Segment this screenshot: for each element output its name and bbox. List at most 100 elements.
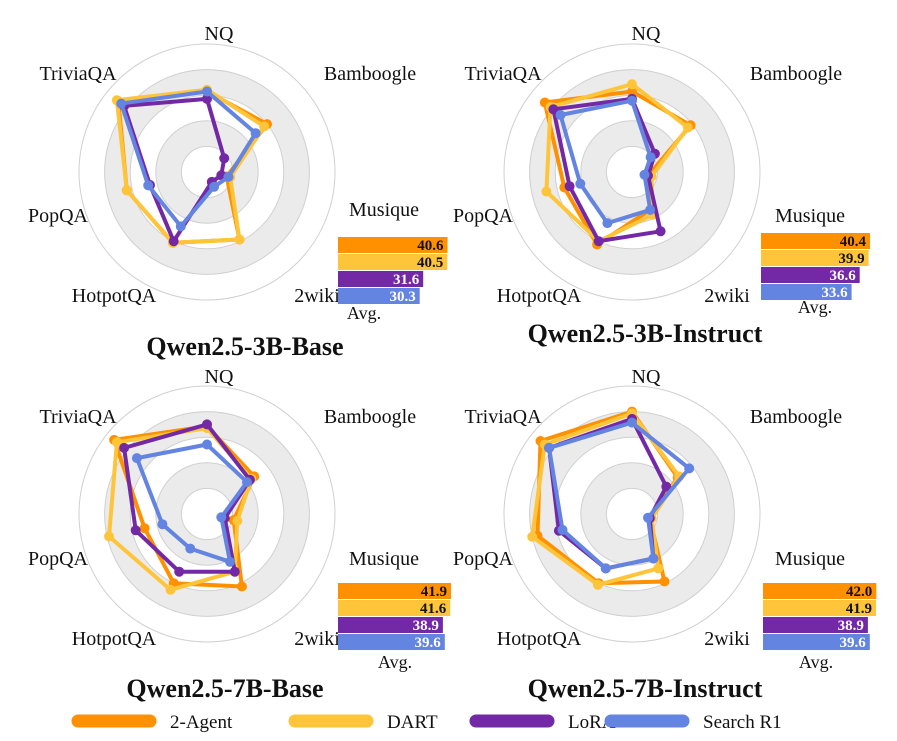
data-point-lora-hotpotqa: [593, 236, 604, 247]
data-point-2-agent-popqa: [139, 523, 150, 534]
data-point-search-r1-hotpotqa: [602, 218, 613, 229]
data-point-dart-popqa: [541, 186, 552, 197]
data-point-dart-hotpotqa: [165, 584, 176, 595]
avg-value-2-agent: 40.6: [417, 238, 444, 254]
panel-title: Qwen2.5-7B-Instruct: [528, 674, 763, 703]
data-point-lora-popqa: [130, 525, 141, 536]
data-point-search-r1-popqa: [575, 178, 586, 189]
data-point-search-r1-nq: [202, 86, 212, 97]
axis-label-triviaqa: TriviaQA: [39, 406, 117, 428]
axis-label-2wiki: 2wiki: [294, 285, 340, 307]
axis-label-musique: Musique: [349, 548, 419, 570]
radar-panel-qwen2-5-3b-base: NQ Bamboogle Musique 2wiki HotpotQA PopQA Triv…: [28, 23, 448, 361]
data-point-search-r1-bamboogle: [684, 463, 695, 474]
data-point-dart-popqa: [527, 531, 538, 542]
avg-value-dart: 41.6: [420, 601, 447, 617]
data-point-search-r1-triviaqa: [544, 442, 555, 453]
axis-label-triviaqa: TriviaQA: [39, 63, 117, 85]
data-point-search-r1-2wiki: [645, 204, 656, 215]
data-point-dart-musique: [232, 515, 243, 526]
data-point-lora-triviaqa: [548, 104, 559, 115]
avg-bar-lora: [763, 617, 868, 633]
avg-bar-lora: [338, 271, 424, 287]
data-point-search-r1-nq: [627, 417, 637, 428]
data-point-lora-nq: [202, 419, 212, 430]
avg-bar-search-r1: [763, 634, 870, 650]
data-point-search-r1-popqa: [157, 519, 168, 530]
avg-value-search-r1: 39.6: [840, 635, 867, 651]
data-point-dart-hotpotqa: [592, 579, 603, 590]
data-point-search-r1-hotpotqa: [600, 563, 611, 574]
series-line-search-r1: [119, 89, 258, 229]
grid-ring: [180, 487, 234, 541]
axis-label-nq: NQ: [205, 366, 234, 388]
data-point-lora-2wiki: [655, 226, 666, 237]
data-point-search-r1-triviaqa: [116, 98, 127, 109]
axis-label-hotpotqa: HotpotQA: [72, 285, 157, 307]
grid-ring: [605, 487, 659, 541]
avg-bar-2-agent: [338, 237, 448, 253]
data-point-search-r1-2wiki: [648, 553, 659, 564]
axis-label-2wiki: 2wiki: [704, 628, 750, 650]
avg-value-2-agent: 41.9: [421, 584, 447, 600]
avg-value-lora: 38.9: [838, 618, 864, 634]
data-point-dart-2wiki: [653, 563, 664, 574]
axis-label-popqa: PopQA: [28, 205, 89, 227]
data-point-lora-nq: [202, 93, 212, 104]
data-point-dart-bamboogle: [259, 121, 270, 132]
radar-panel-qwen2-5-7b-instruct: NQ Bamboogle Musique 2wiki HotpotQA PopQA Triv…: [453, 366, 877, 703]
avg-bar-2-agent: [763, 583, 877, 599]
axis-label-nq: NQ: [205, 23, 234, 45]
avg-bar-dart: [763, 600, 876, 616]
data-point-lora-hotpotqa: [168, 236, 179, 247]
data-point-search-r1-popqa: [143, 180, 154, 191]
radar-panel-qwen2-5-3b-instruct: NQ Bamboogle Musique 2wiki HotpotQA PopQA Triv…: [453, 23, 870, 348]
axis-label-hotpotqa: HotpotQA: [497, 285, 582, 307]
series-line-search-r1: [134, 442, 249, 564]
avg-bar-2-agent: [338, 583, 451, 599]
panel-title: Qwen2.5-3B-Instruct: [528, 319, 763, 348]
axis-label-hotpotqa: HotpotQA: [497, 628, 582, 650]
axis-label-bamboogle: Bamboogle: [750, 63, 842, 85]
avg-value-search-r1: 39.6: [415, 635, 442, 651]
data-point-dart-2wiki: [234, 234, 245, 245]
axis-label-musique: Musique: [775, 205, 845, 227]
data-point-lora-popqa: [564, 181, 575, 192]
radar-panel-qwen2-5-7b-base: NQ Bamboogle Musique 2wiki HotpotQA PopQA Triv…: [28, 366, 451, 703]
avg-bar-lora: [338, 617, 443, 633]
avg-value-2-agent: 40.4: [840, 234, 867, 250]
avg-label: Avg.: [378, 652, 412, 672]
legend-label-search-r1: Search R1: [703, 712, 782, 733]
axis-label-bamboogle: Bamboogle: [750, 406, 842, 428]
data-point-search-r1-triviaqa: [131, 453, 142, 464]
data-point-dart-nq: [627, 79, 637, 90]
avg-bar-dart: [338, 254, 448, 270]
axis-label-popqa: PopQA: [453, 205, 514, 227]
avg-value-dart: 40.5: [417, 255, 443, 271]
avg-bar-search-r1: [338, 634, 445, 650]
avg-value-lora: 36.6: [829, 268, 856, 284]
avg-bar-2-agent: [761, 233, 870, 249]
avg-value-lora: 38.9: [413, 618, 439, 634]
data-point-2-agent-nq: [627, 86, 637, 97]
data-point-lora-bamboogle: [661, 481, 672, 492]
legend-label-lora: LoRA: [568, 712, 616, 733]
data-point-search-r1-musique: [223, 171, 234, 182]
data-point-dart-bamboogle: [682, 122, 693, 133]
data-point-search-r1-2wiki: [225, 556, 235, 567]
axis-label-hotpotqa: HotpotQA: [72, 628, 157, 650]
data-point-search-r1-musique: [639, 169, 650, 180]
avg-value-dart: 41.9: [846, 601, 872, 617]
avg-bar-search-r1: [338, 288, 420, 304]
legend-label-2-agent: 2-Agent: [170, 712, 233, 733]
data-point-search-r1-nq: [627, 95, 637, 106]
data-point-2-agent-2wiki: [236, 581, 247, 592]
data-point-search-r1-musique: [216, 512, 227, 523]
axis-label-triviaqa: TriviaQA: [464, 63, 542, 85]
legend-label-dart: DART: [387, 712, 438, 733]
panel-title: Qwen2.5-3B-Base: [146, 332, 343, 361]
series-line-search-r1: [547, 420, 692, 571]
axis-label-nq: NQ: [632, 23, 661, 45]
axis-label-2wiki: 2wiki: [704, 285, 750, 307]
